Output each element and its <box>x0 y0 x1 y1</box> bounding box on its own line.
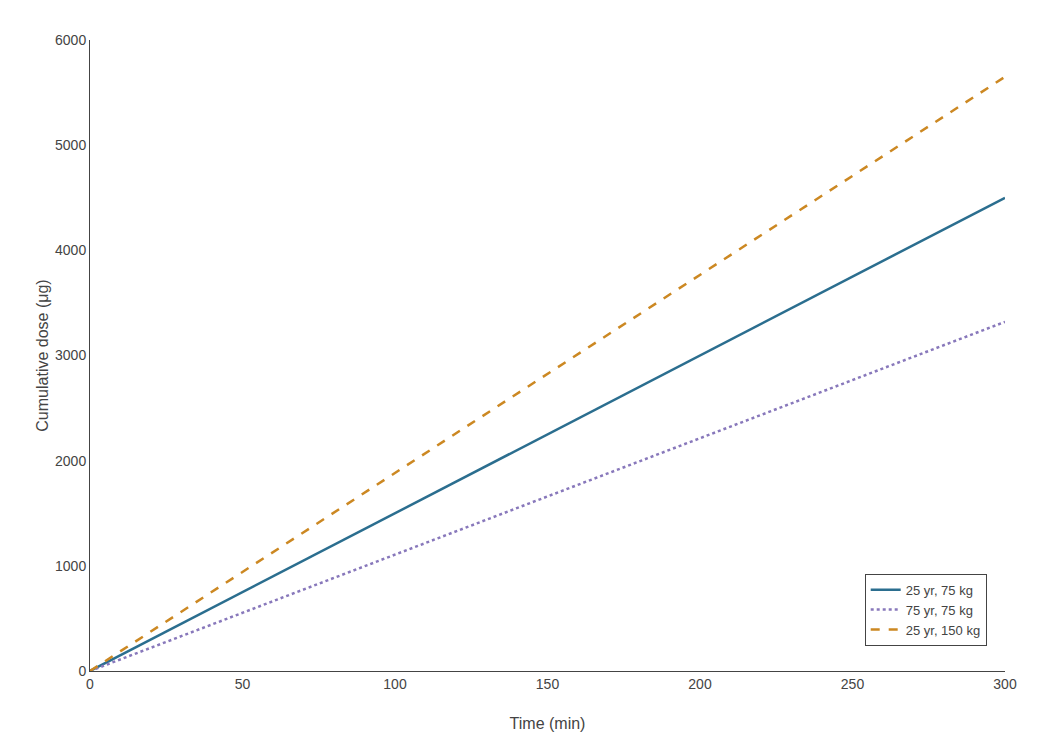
svg-text:200: 200 <box>688 676 712 692</box>
svg-text:100: 100 <box>383 676 407 692</box>
svg-text:250: 250 <box>841 676 865 692</box>
svg-text:3000: 3000 <box>55 347 86 363</box>
svg-text:25 yr, 150 kg: 25 yr, 150 kg <box>906 623 980 638</box>
svg-text:0: 0 <box>86 676 94 692</box>
svg-text:150: 150 <box>536 676 560 692</box>
svg-text:0: 0 <box>78 663 86 679</box>
svg-text:Cumulative dose (μg): Cumulative dose (μg) <box>34 279 51 431</box>
svg-text:300: 300 <box>993 676 1017 692</box>
svg-text:1000: 1000 <box>55 558 86 574</box>
svg-text:2000: 2000 <box>55 453 86 469</box>
svg-text:4000: 4000 <box>55 242 86 258</box>
svg-text:50: 50 <box>235 676 251 692</box>
svg-text:75 yr, 75 kg: 75 yr, 75 kg <box>906 603 973 618</box>
svg-text:Time (min): Time (min) <box>510 715 586 732</box>
svg-text:6000: 6000 <box>55 32 86 48</box>
svg-text:5000: 5000 <box>55 137 86 153</box>
svg-text:25 yr, 75 kg: 25 yr, 75 kg <box>906 583 973 598</box>
